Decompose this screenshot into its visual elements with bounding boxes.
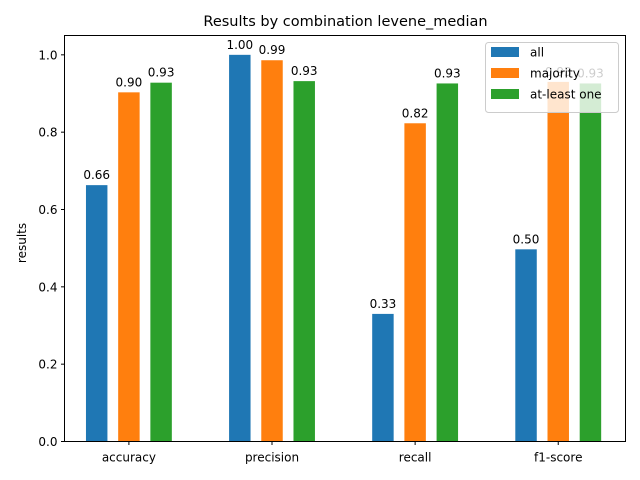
bar-at-least-one [579,83,602,442]
data-label: 0.90 [116,75,143,89]
y-tick-label: 0.4 [38,280,57,294]
data-label: 0.66 [83,168,110,182]
x-tick-label: precision [245,451,299,465]
bar-majority [261,60,283,442]
y-tick-label: 1.0 [38,48,57,62]
bar-majority [404,123,426,442]
x-tick-label: recall [399,451,432,465]
data-label: 0.82 [402,106,429,120]
legend-label: at-least one [530,88,602,102]
x-tick-label: f1-score [534,451,582,465]
bar-all [515,249,537,442]
data-label: 0.50 [513,232,540,246]
bar-at-least-one [150,82,172,442]
legend-label: majority [530,67,580,81]
y-tick-label: 0.6 [38,203,57,217]
bar-all [85,185,108,442]
data-labels-group: 0.66 1.00 0.33 0.50 0.90 0.99 0.82 0.93 0.93 0.93… [83,38,603,311]
bar-all [229,54,251,442]
legend: all majority at-least one [485,42,619,113]
bar-all [372,313,394,442]
axis-ticks: 0.0 0.2 0.4 0.6 0.8 1.0 accuracy precision recal… [38,48,582,464]
legend-swatch [491,89,519,99]
data-label: 1.00 [226,38,253,52]
data-label: 0.99 [259,43,286,57]
data-label: 0.33 [370,297,397,311]
bar-at-least-one [293,81,315,442]
data-label: 0.93 [148,66,175,80]
legend-label: all [530,46,544,60]
y-tick-label: 0.2 [38,358,57,372]
y-tick-label: 0.0 [38,435,57,449]
legend-swatch [491,47,519,57]
x-tick-label: accuracy [102,451,156,465]
bars-group [85,54,602,442]
chart-title: Results by combination levene_median [203,14,487,30]
bar-at-least-one [436,83,459,442]
bar-majority [118,92,140,442]
y-axis-label: results [15,223,29,263]
legend-swatch [491,68,519,78]
y-tick-label: 0.8 [38,126,57,140]
data-label: 0.93 [434,66,461,80]
plot-frame [64,35,626,442]
data-label: 0.93 [291,64,318,78]
bar-majority [547,81,569,442]
